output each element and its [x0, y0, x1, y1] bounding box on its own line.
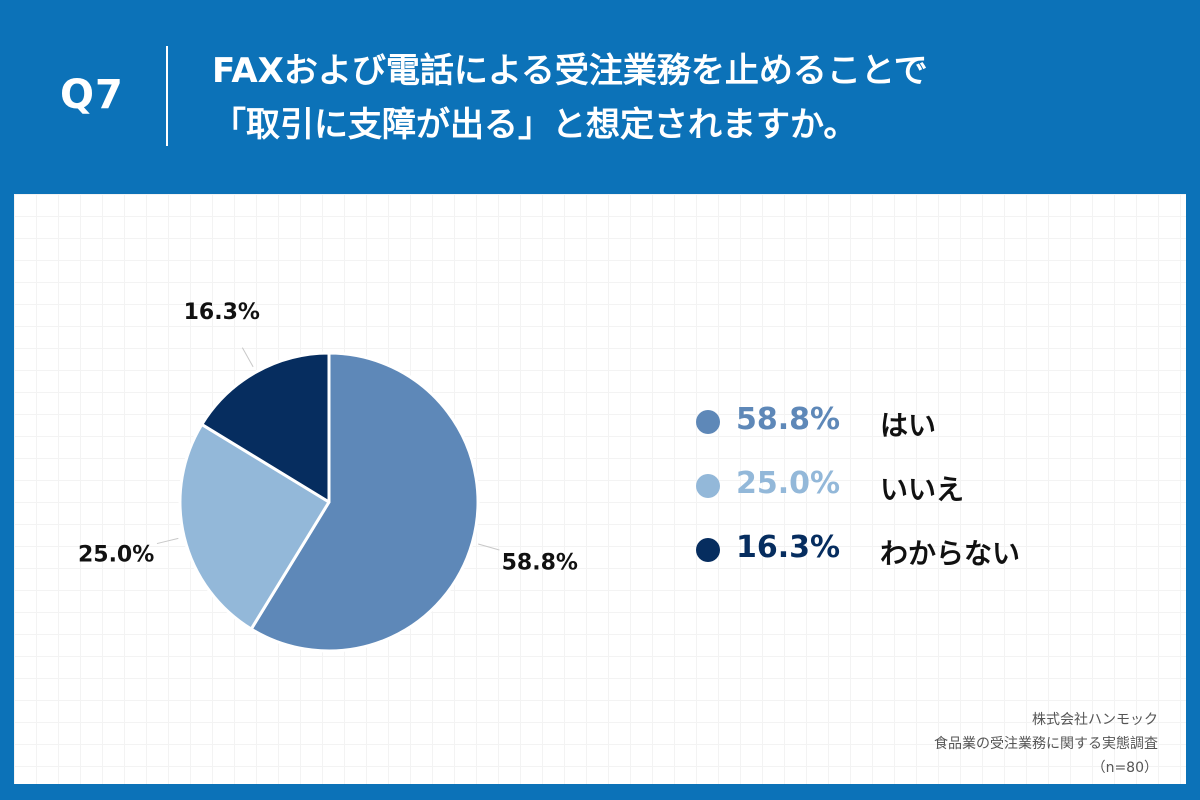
question-title-line-2: 「取引に支障が出る」と想定されますか。: [212, 105, 858, 145]
data-label-unknown: 16.3%: [184, 300, 260, 325]
legend: 58.8% はい 25.0% いいえ 16.3% わからない: [682, 398, 1102, 590]
data-label-no: 25.0%: [78, 542, 154, 567]
pie-slice-yes: [249, 351, 480, 653]
header: Q7 FAXおよび電話による受注業務を止めることで 「取引に支障が出る」と想定さ…: [0, 0, 1200, 190]
legend-item-no: 25.0% いいえ: [682, 462, 1102, 526]
credit-sample-size: （n=80）: [1091, 760, 1158, 776]
legend-dot-unknown: [696, 538, 720, 562]
legend-dot-yes: [696, 410, 720, 434]
legend-pct-no: 25.0%: [736, 466, 841, 501]
legend-pct-unknown: 16.3%: [736, 530, 841, 565]
legend-pct-yes: 58.8%: [736, 402, 841, 437]
credit-survey: 食品業の受注業務に関する実態調査: [934, 736, 1158, 752]
header-divider: [166, 46, 168, 146]
legend-item-unknown: 16.3% わからない: [682, 526, 1102, 590]
question-title: FAXおよび電話による受注業務を止めることで 「取引に支障が出る」と想定されます…: [212, 44, 1172, 152]
legend-label-unknown: わからない: [880, 537, 1021, 570]
data-label-yes: 58.8%: [502, 550, 578, 575]
leader-line-no: [156, 537, 179, 545]
legend-dot-no: [696, 474, 720, 498]
pie-slice-no: [178, 422, 331, 631]
credit-company: 株式会社ハンモック: [1032, 712, 1158, 728]
legend-label-no: いいえ: [880, 473, 965, 506]
legend-label-yes: はい: [880, 409, 937, 442]
leader-line-unknown: [241, 347, 254, 368]
source-credit: 株式会社ハンモック 食品業の受注業務に関する実態調査 （n=80）: [934, 708, 1158, 780]
leader-line-yes: [478, 543, 500, 551]
legend-item-yes: 58.8% はい: [682, 398, 1102, 462]
pie-slice-unknown: [200, 351, 331, 504]
question-number: Q7: [60, 72, 124, 118]
question-title-line-1: FAXおよび電話による受注業務を止めることで: [212, 51, 928, 91]
